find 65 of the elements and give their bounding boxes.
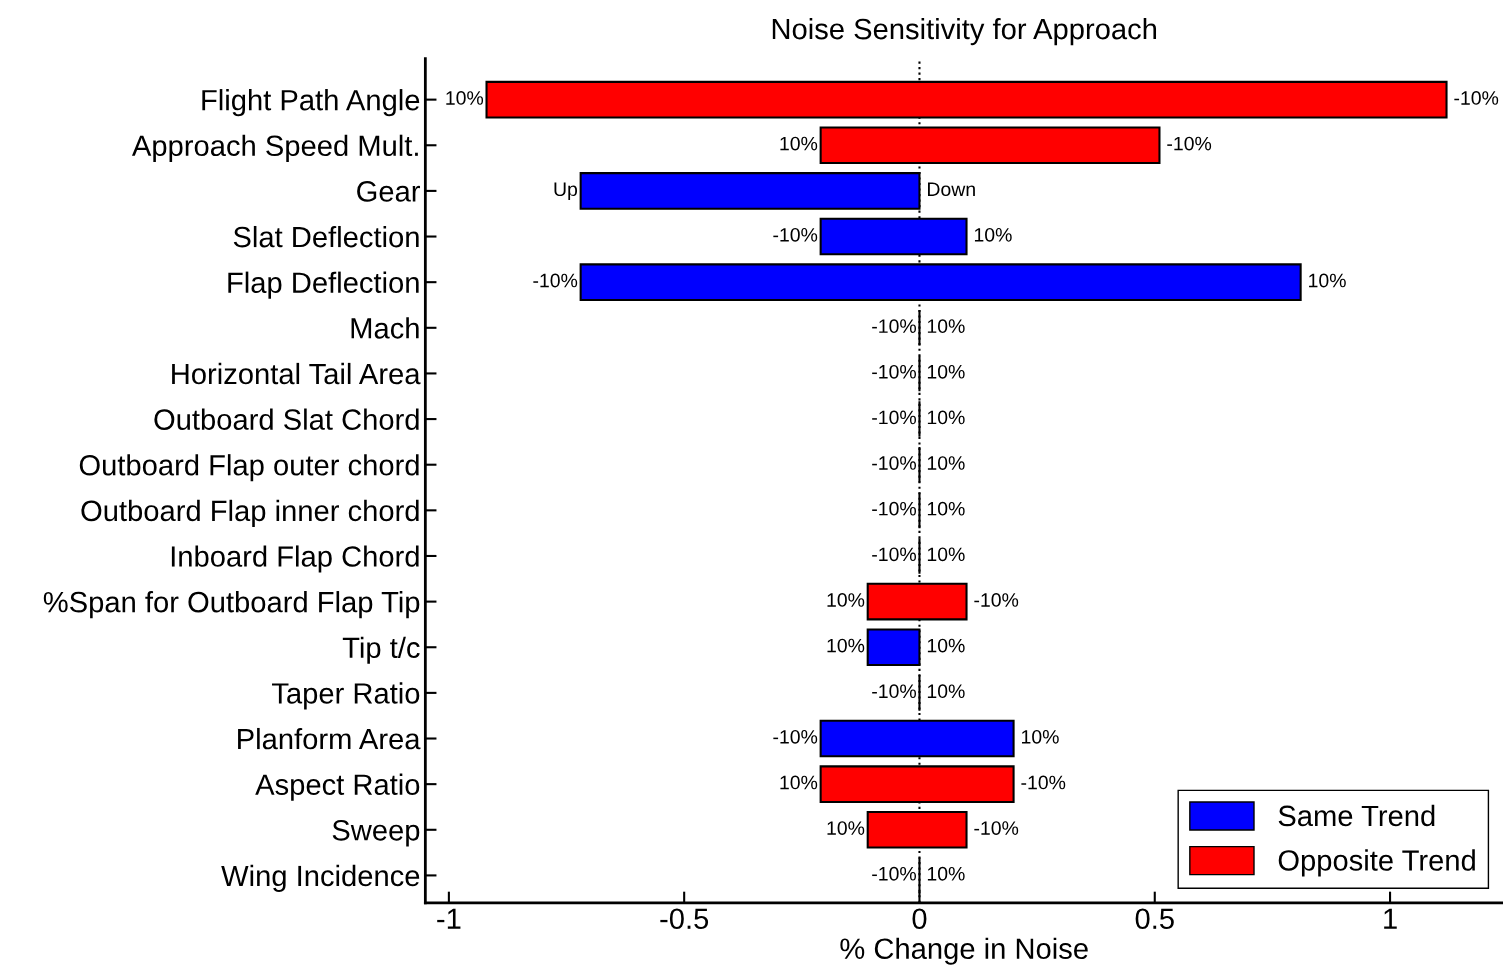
annotation: 10% [1309,273,1346,288]
annotation: 10% [827,821,865,835]
annotation: 10% [927,638,965,653]
annotation: -10% [773,227,818,242]
y-tick-label: Outboard Slat Chord [154,408,419,430]
annotation: -10% [872,866,916,881]
annotation: 10% [780,136,818,151]
annotation: -10% [872,456,916,470]
annotation: 10% [927,410,965,425]
annotation: 10% [827,593,865,607]
x-tick-label: 0 [912,908,927,930]
annotation: -10% [872,319,916,334]
y-tick-label: Aspect Ratio [255,773,420,801]
chart-title: Noise Sensitivity for Approach [772,17,1157,46]
annotation: -10% [1021,775,1066,790]
y-tick-label: Wing Incidence [221,864,420,893]
x-tick-label: 1 [1384,908,1397,929]
annotation: 10% [927,684,965,699]
annotation: 10% [927,547,965,562]
annotation: -10% [872,410,916,425]
x-tick-label: -0.5 [660,908,709,930]
y-tick-label: Tip t/c [342,636,420,664]
y-tick-label: Outboard Flap inner chord [81,499,419,527]
y-tick-label: Horizontal Tail Area [172,362,421,385]
legend-label: Same Trend [1278,804,1435,827]
annotation: -10% [872,547,916,562]
y-tick-label: Outboard Flap outer chord [79,454,419,482]
y-tick-label: Mach [351,317,419,339]
annotation: 10% [927,501,965,516]
annotation: -10% [872,364,916,379]
x-tick-label: -1 [437,908,461,929]
annotation: 10% [1022,729,1059,744]
annotation: 10% [927,456,965,470]
annotation: 10% [827,638,865,653]
annotation: 10% [927,319,965,334]
bar [866,810,968,849]
y-tick-label: Inboard Flap Chord [171,545,419,573]
annotation: -10% [872,684,916,699]
annotation: -10% [773,729,818,744]
annotation: -10% [533,273,578,288]
y-tick-label: Planform Area [238,727,421,750]
annotation: 10% [446,91,484,105]
y-tick-label: Slat Deflection [233,225,419,248]
y-tick-label: Flap Deflection [228,271,419,299]
bar [819,126,1161,165]
legend-label: Opposite Trend [1278,849,1475,877]
annotation: 10% [974,227,1012,242]
annotation: -10% [974,593,1019,607]
annotation: -10% [974,821,1019,835]
y-tick-label: Sweep [332,819,420,847]
annotation: -10% [872,501,916,516]
x-axis-title: % Change in Noise [840,937,1088,965]
y-tick-label: %Span for Outboard Flap Tip [43,591,420,619]
annotation: 10% [927,866,965,881]
annotation: -10% [1454,91,1499,105]
y-tick-label: Approach Speed Mult. [131,134,418,162]
y-tick-label: Taper Ratio [272,682,420,710]
x-tick-label: 0.5 [1135,908,1174,930]
annotation: Down [928,182,975,197]
annotation: 10% [927,364,965,379]
y-tick-label: Flight Path Angle [202,89,420,117]
annotation: Up [554,182,578,200]
y-tick-label: Gear [357,181,421,202]
annotation: 10% [780,775,818,790]
annotation: -10% [1167,136,1212,151]
